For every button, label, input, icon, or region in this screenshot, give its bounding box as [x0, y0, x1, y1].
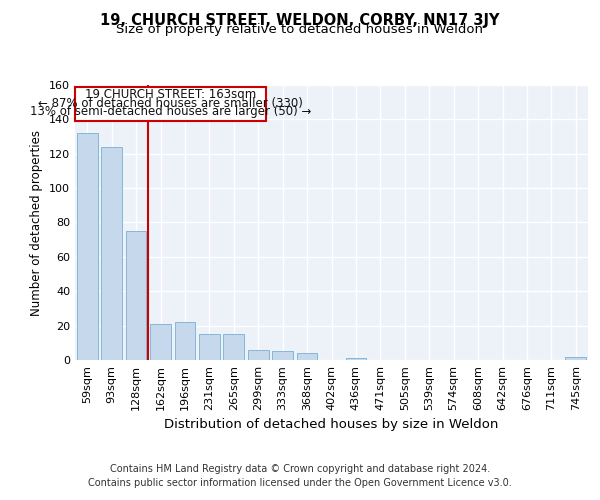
Text: Contains HM Land Registry data © Crown copyright and database right 2024.
Contai: Contains HM Land Registry data © Crown c… — [88, 464, 512, 487]
Text: Size of property relative to detached houses in Weldon: Size of property relative to detached ho… — [116, 22, 484, 36]
Bar — [77, 133, 98, 360]
Bar — [175, 322, 196, 360]
Bar — [565, 356, 586, 360]
Y-axis label: Number of detached properties: Number of detached properties — [31, 130, 43, 316]
Bar — [248, 350, 269, 360]
Bar — [150, 324, 171, 360]
Text: ← 87% of detached houses are smaller (330): ← 87% of detached houses are smaller (33… — [38, 96, 303, 110]
Text: 13% of semi-detached houses are larger (50) →: 13% of semi-detached houses are larger (… — [30, 105, 311, 118]
Bar — [296, 353, 317, 360]
Text: 19 CHURCH STREET: 163sqm: 19 CHURCH STREET: 163sqm — [85, 88, 256, 101]
Bar — [223, 334, 244, 360]
X-axis label: Distribution of detached houses by size in Weldon: Distribution of detached houses by size … — [164, 418, 499, 432]
FancyBboxPatch shape — [76, 86, 266, 121]
Bar — [272, 352, 293, 360]
Text: 19, CHURCH STREET, WELDON, CORBY, NN17 3JY: 19, CHURCH STREET, WELDON, CORBY, NN17 3… — [100, 12, 500, 28]
Bar — [101, 147, 122, 360]
Bar — [125, 231, 146, 360]
Bar — [199, 334, 220, 360]
Bar — [346, 358, 367, 360]
